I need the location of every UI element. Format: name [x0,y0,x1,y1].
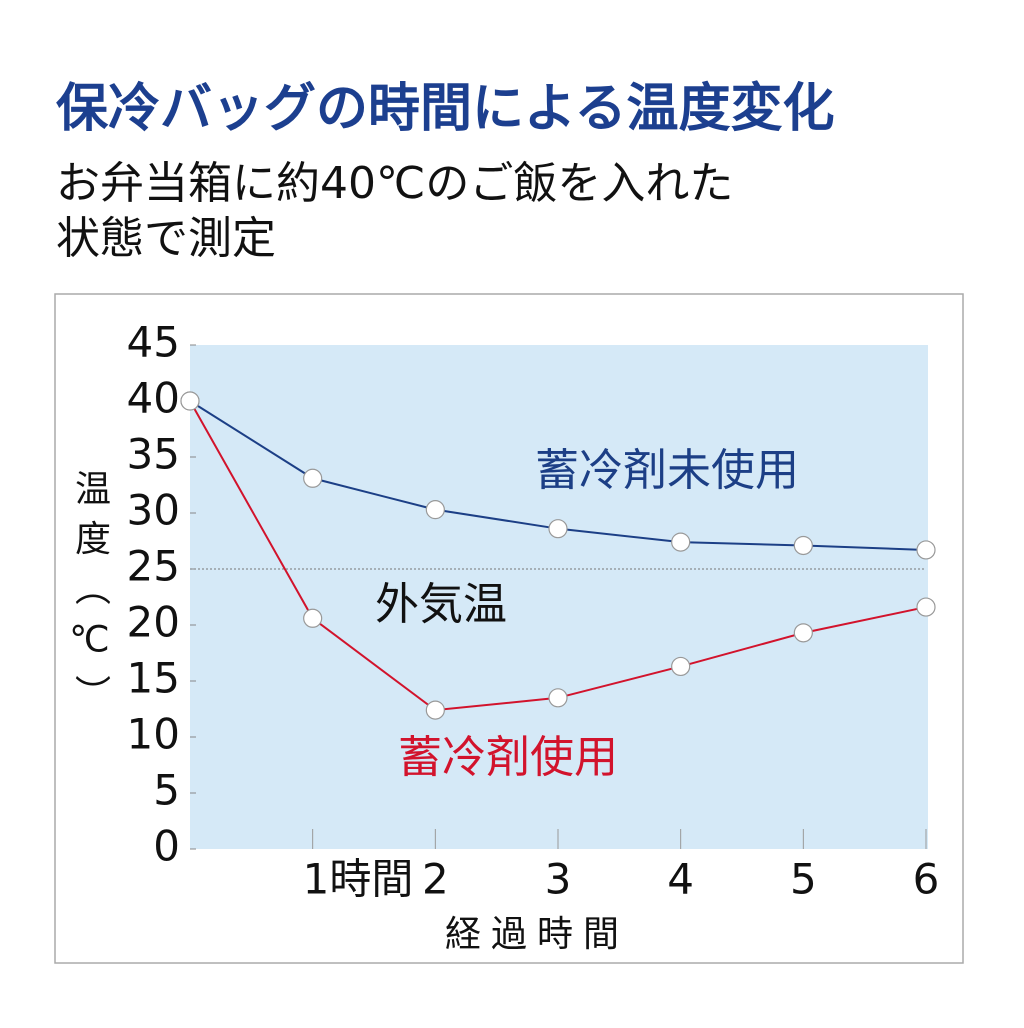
x-tick-label: 1時間 [303,855,414,904]
reference-label: 外気温 [375,579,507,630]
y-tick-label: 30 [127,486,180,535]
data-point [793,535,813,556]
y-tick-label: 5 [153,766,180,815]
data-point [916,540,936,560]
series-label: 蓄冷剤未使用 [535,445,799,496]
data-point [180,391,200,411]
y-tick-label: 0 [153,822,180,871]
y-tick-label: 45 [127,318,180,367]
data-point [303,608,323,628]
data-point [548,688,568,708]
data-point [916,597,936,617]
series-label: 蓄冷剤使用 [398,732,618,783]
x-tick-label: 6 [913,855,940,904]
data-point [671,656,691,677]
chart-title: 保冷バッグの時間による温度変化 [56,79,834,139]
y-tick-label: 15 [127,654,180,703]
subtitle: 状態で測定 [56,213,276,264]
plot-area [190,345,928,849]
data-point [671,532,691,552]
x-tick-label: 5 [790,855,817,904]
data-point [425,500,445,520]
y-tick-label: 20 [127,598,180,647]
data-point [425,700,445,720]
data-point [548,519,568,539]
y-tick-label: 35 [127,430,180,479]
y-tick-label: 40 [127,374,180,423]
y-tick-label: 25 [127,542,180,591]
subtitle: お弁当箱に約40℃のご飯を入れた [56,158,733,209]
x-tick-label: 4 [667,855,694,904]
x-tick-label: 3 [545,855,572,904]
x-axis-label: 経過時間 [445,914,629,955]
data-point [793,623,813,643]
x-tick-label: 2 [422,855,449,904]
data-point [303,468,323,488]
frame [54,293,964,964]
y-axis-label: 温度（℃） [69,470,111,725]
y-tick-label: 10 [127,710,180,759]
